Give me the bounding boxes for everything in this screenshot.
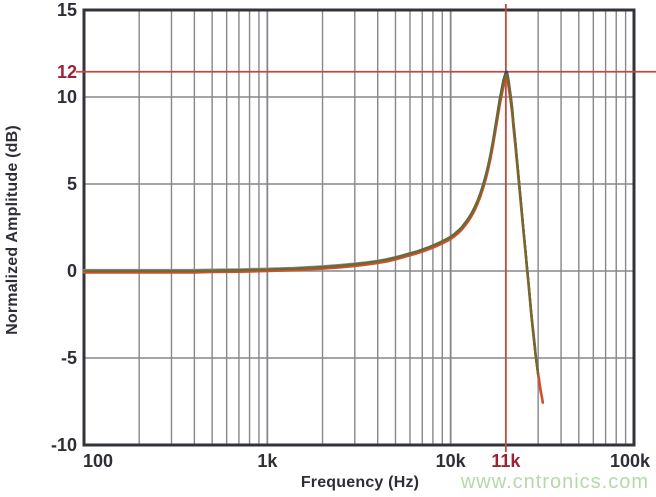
- series-unit-red: [82, 77, 545, 404]
- x-tick-label: 10k: [436, 451, 467, 471]
- watermark: www.cntronics.com: [460, 471, 649, 493]
- series-unit-navy: [82, 70, 542, 394]
- plot-border: [82, 8, 636, 447]
- y-tick-label-peak: 12: [57, 62, 77, 82]
- y-tick-label: -10: [51, 435, 77, 455]
- series-unit-teal: [82, 74, 540, 375]
- y-tick-label: -5: [61, 348, 77, 368]
- y-tick-label: 15: [57, 0, 77, 20]
- x-tick-label: 100: [83, 451, 113, 471]
- y-axis-title: Normalized Amplitude (dB): [4, 125, 21, 335]
- x-tick-label: 100k: [610, 451, 651, 471]
- y-tick-label: 0: [67, 261, 77, 281]
- x-axis-title: Frequency (Hz): [300, 474, 420, 491]
- y-tick-label: 5: [67, 174, 77, 194]
- x-tick-label: 1k: [257, 451, 278, 471]
- x-tick-label-peak: 11k: [491, 451, 521, 471]
- series-unit-olive: [82, 72, 540, 375]
- series-unit-gray: [82, 77, 537, 351]
- y-tick-label: 10: [57, 87, 77, 107]
